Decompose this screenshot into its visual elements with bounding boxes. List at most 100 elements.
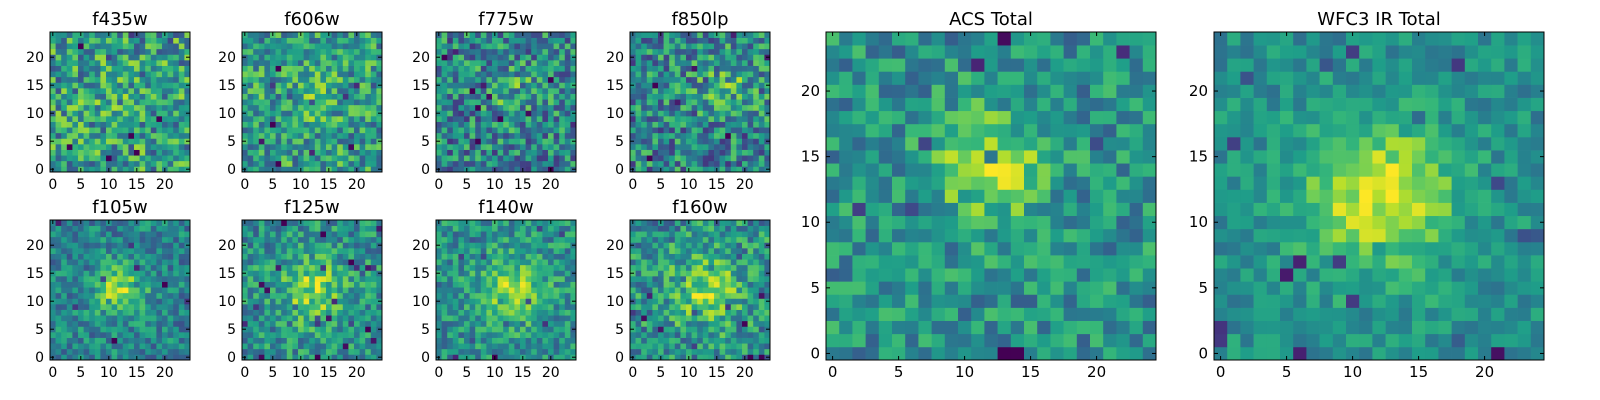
heatmap-cell <box>167 166 174 173</box>
heatmap-cell <box>458 166 465 173</box>
heatmap-cell <box>536 88 543 94</box>
heatmap-cell <box>275 121 282 128</box>
heatmap-cell <box>281 337 288 344</box>
heatmap-cell <box>359 37 366 44</box>
heatmap-cell <box>753 93 760 100</box>
heatmap-cell <box>680 48 687 55</box>
heatmap-cell <box>298 121 304 128</box>
heatmap-cell <box>134 82 140 89</box>
heatmap-cell <box>719 343 726 350</box>
heatmap-cell <box>178 88 185 94</box>
heatmap-cell <box>173 315 180 322</box>
heatmap-cell <box>691 82 698 89</box>
heatmap-cell <box>348 337 355 344</box>
heatmap-cell <box>520 343 526 350</box>
heatmap-cell <box>117 144 124 150</box>
heatmap-cell <box>697 48 704 55</box>
heatmap-cell <box>570 144 577 150</box>
heatmap-cell <box>641 138 648 145</box>
heatmap-cell <box>674 304 681 310</box>
heatmap-cell <box>178 37 185 44</box>
heatmap-cell <box>553 242 560 249</box>
heatmap-cell <box>167 304 174 310</box>
heatmap-cell <box>281 287 288 294</box>
heatmap-cell <box>708 138 715 145</box>
heatmap-cell <box>150 231 157 238</box>
heatmap-cell <box>570 292 577 299</box>
heatmap-cell <box>178 82 185 89</box>
heatmap-cell <box>441 287 448 294</box>
heatmap-cell <box>156 248 163 254</box>
heatmap-cell <box>145 304 152 310</box>
heatmap-cell <box>348 354 355 361</box>
y-tick-label: 0 <box>227 350 236 366</box>
heatmap-cell <box>106 332 112 338</box>
heatmap-cell <box>525 88 532 94</box>
heatmap-cell <box>536 287 543 294</box>
heatmap-cell <box>531 54 538 61</box>
heatmap-cell <box>758 320 765 327</box>
heatmap-cell <box>89 276 96 282</box>
heatmap-cell <box>525 99 532 106</box>
heatmap-cell <box>531 231 538 238</box>
heatmap-cell <box>520 155 526 162</box>
heatmap-cell <box>736 37 743 44</box>
heatmap-cell <box>78 343 84 350</box>
heatmap-cell <box>83 138 90 145</box>
heatmap-cell <box>94 320 101 327</box>
heatmap-cell <box>691 37 698 44</box>
heatmap-cell <box>247 82 254 89</box>
heatmap-cell <box>458 348 465 355</box>
heatmap-cell <box>359 259 366 266</box>
heatmap-cell <box>475 121 482 128</box>
heatmap-cell <box>309 220 316 226</box>
heatmap-cell <box>314 242 321 249</box>
heatmap-cell <box>106 76 112 83</box>
heatmap-cell <box>122 93 129 100</box>
heatmap-cell <box>365 242 372 249</box>
heatmap-cell <box>61 276 68 282</box>
heatmap-cell <box>309 287 316 294</box>
heatmap-cell <box>145 315 152 322</box>
heatmap-cell <box>139 225 146 232</box>
heatmap-cell <box>525 93 532 100</box>
heatmap-cell <box>753 354 760 361</box>
heatmap-cell <box>691 149 698 156</box>
heatmap-cell <box>253 264 260 271</box>
heatmap-cell <box>441 309 448 316</box>
heatmap-cell <box>78 54 84 61</box>
heatmap-cell <box>66 276 73 282</box>
heatmap-cell <box>553 292 560 299</box>
heatmap-cell <box>736 292 743 299</box>
heatmap-cell <box>337 236 344 243</box>
heatmap-cell <box>514 99 521 106</box>
heatmap-cell <box>331 132 338 139</box>
heatmap-cell <box>691 332 698 338</box>
heatmap-cell <box>669 348 676 355</box>
heatmap-cell <box>281 248 288 254</box>
heatmap-cell <box>508 315 515 322</box>
heatmap-cell <box>134 315 140 322</box>
heatmap-cell <box>139 231 146 238</box>
heatmap-cell <box>331 298 338 305</box>
heatmap-cell <box>564 65 571 72</box>
heatmap-cell <box>520 248 526 254</box>
heatmap-cell <box>497 43 504 50</box>
heatmap-cell <box>61 287 68 294</box>
heatmap-cell <box>72 93 79 100</box>
heatmap-cell <box>702 60 709 66</box>
heatmap-cell <box>441 144 448 150</box>
heatmap-cell <box>270 332 276 338</box>
heatmap-cell <box>646 348 653 355</box>
heatmap-cell <box>719 292 726 299</box>
heatmap-cell <box>725 326 732 333</box>
heatmap-cell <box>674 332 681 338</box>
heatmap-cell <box>173 304 180 310</box>
heatmap-cell <box>72 43 79 50</box>
heatmap-cell <box>94 121 101 128</box>
heatmap-cell <box>72 65 79 72</box>
heatmap-cell <box>83 88 90 94</box>
heatmap-cell <box>286 65 293 72</box>
heatmap-cell <box>497 309 504 316</box>
heatmap-cell <box>270 155 276 162</box>
